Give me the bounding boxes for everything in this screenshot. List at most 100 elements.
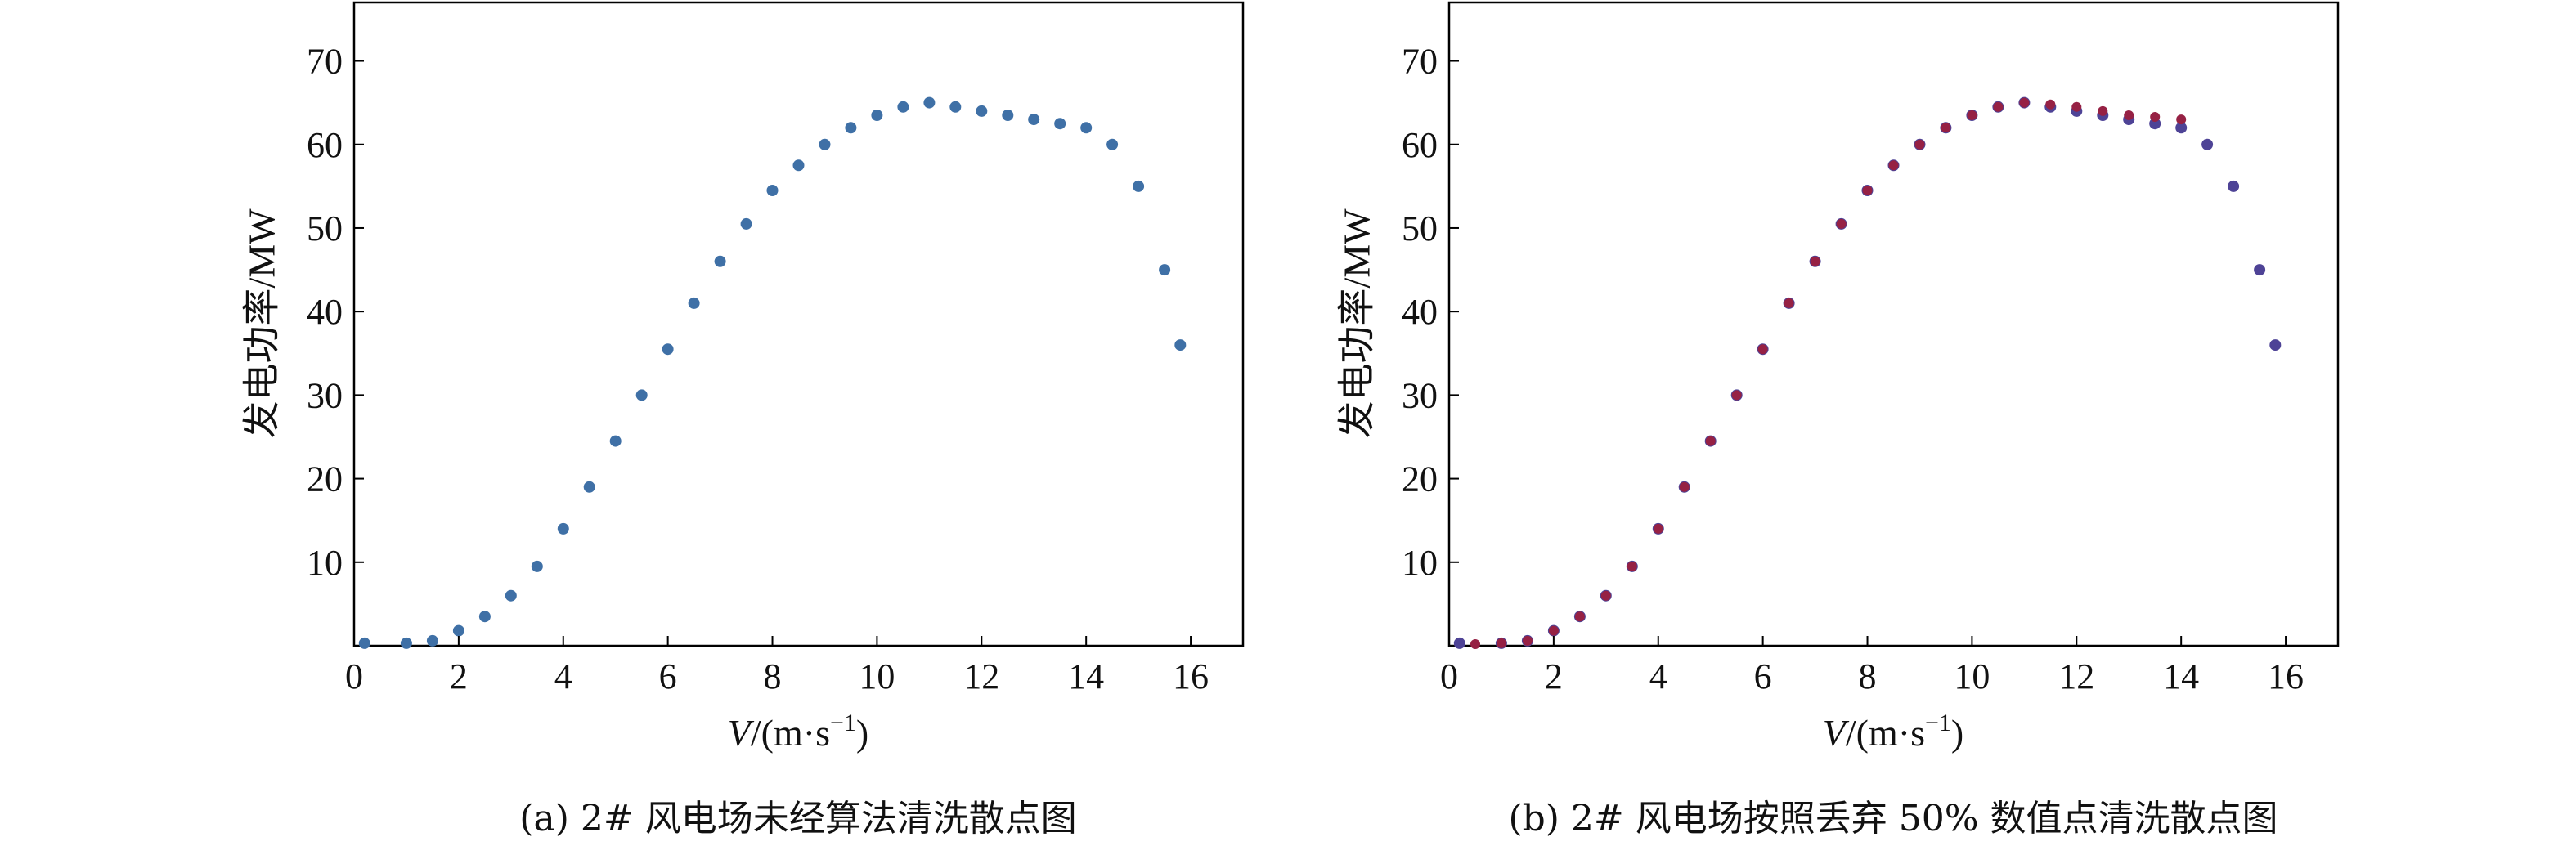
panel-b-series-2-point [2150, 112, 2161, 122]
panel-a-series-1-point [609, 435, 622, 447]
panel-a-y-tick-label: 60 [307, 125, 343, 165]
panel-b-series-2-point [2071, 101, 2082, 112]
panel-a-y-axis-label: 发电功率/MW [241, 208, 283, 439]
panel-b-y-tick-label: 40 [1402, 292, 1438, 332]
panel-b-x-axis-unit: /(m·s [1846, 712, 1925, 754]
panel-a-x-axis-close: ) [856, 712, 868, 754]
panel-b-x-axis-close: ) [1951, 712, 1963, 754]
panel-a-x-axis-exponent: −1 [830, 710, 856, 736]
panel-b-y-tick-label: 20 [1402, 459, 1438, 499]
panel-a-series-1-point [688, 297, 700, 309]
panel-a-x-tick-label: 10 [859, 656, 895, 696]
panel-b-series-2-point [1653, 523, 1663, 534]
panel-a-y-tick-label: 30 [307, 375, 343, 415]
panel-b-series-1-point [1453, 637, 1465, 649]
panel-a-x-axis-label: V/(m·s−1) [728, 710, 868, 754]
panel-a-y-tick-label: 70 [307, 42, 343, 82]
panel-b-series-2-point [1600, 590, 1611, 601]
panel-a-caption: (a) 2# 风电场未经算法清洗散点图 [519, 798, 1076, 839]
panel-a-series-1-point [845, 122, 857, 134]
panel-b-x-axis-exponent: −1 [1925, 710, 1951, 736]
panel-b-axes: 0 2 4 6 8 10 12 14 16 10 20 30 40 50 60 70 [1402, 42, 2304, 696]
panel-b-series-2-point [2176, 114, 2187, 125]
panel-a-x-tick-label: 2 [450, 656, 468, 696]
panel-b-series-2-point [2098, 105, 2108, 116]
panel-a-series-1-point [1133, 180, 1145, 192]
panel-a-y-tick-label: 10 [307, 543, 343, 583]
panel-a-x-tick-label: 16 [1173, 656, 1209, 696]
panel-a-series-1-point [871, 110, 883, 121]
panel-a-series-1-point [1159, 264, 1171, 276]
panel-a-series-1-point [819, 138, 831, 150]
panel-b-series-2-point [1862, 186, 1873, 195]
panel-a-series-1-point [949, 101, 962, 113]
panel-a-series-1-point [766, 185, 779, 196]
panel-a-series-1-point [976, 105, 988, 117]
panel-a-series-1-point [635, 389, 648, 401]
panel-b-y-tick-label: 30 [1402, 375, 1438, 415]
panel-b-x-tick-label: 14 [2163, 656, 2199, 696]
panel-a-series-1-point [1106, 138, 1119, 150]
panel-b-series-2-point [1757, 344, 1768, 355]
panel-a-chart: 0 2 4 6 8 10 12 14 16 10 20 30 40 50 60 70 发电功率/MW V/(m… [241, 1, 1245, 839]
panel-a-series-1-point [505, 589, 517, 602]
panel-a-x-tick-label: 0 [345, 656, 363, 696]
panel-a-plot-frame [352, 1, 1245, 647]
panel-a-series-1-point [714, 255, 726, 267]
panel-a-series-1-point [426, 634, 438, 647]
panel-b-x-axis-variable: V [1823, 712, 1850, 754]
panel-b-series-1-point [2175, 122, 2188, 134]
panel-b-series-2-point [1888, 160, 1899, 171]
panel-b-series-2-point [1941, 123, 1951, 133]
panel-a-series-1-point [1080, 122, 1093, 134]
panel-a-series-1-point [897, 101, 909, 113]
panel-a-series-1-point [662, 343, 674, 356]
panel-a-y-tick-label: 20 [307, 459, 343, 499]
panel-b-series-2-point [2019, 97, 2030, 108]
panel-b-series-1-point [2201, 138, 2214, 150]
panel-a-axes: 0 2 4 6 8 10 12 14 16 10 20 30 40 50 60 70 [307, 42, 1209, 696]
panel-b-x-tick-label: 12 [2058, 656, 2094, 696]
panel-a-x-tick-label: 12 [963, 656, 999, 696]
panel-a-series-1-point [557, 522, 569, 535]
panel-a-series-1-point [1174, 339, 1187, 351]
panel-b-series-2-point [1470, 639, 1480, 649]
panel-b-x-tick-label: 2 [1545, 656, 1563, 696]
panel-b-series-2-point [1967, 110, 1977, 120]
panel-b-series-1-point [2254, 264, 2266, 276]
panel-a-x-tick-label: 6 [659, 656, 677, 696]
panel-b-x-tick-label: 10 [1954, 656, 1990, 696]
panel-b-series-2-point [1784, 298, 1794, 308]
panel-b-series-2-point [1914, 139, 1925, 150]
panel-b-series-2-point [1496, 638, 1506, 648]
panel-a-x-tick-label: 4 [554, 656, 572, 696]
panel-a-series-1-point [923, 96, 936, 109]
panel-b-plot-frame [1447, 1, 2340, 647]
panel-b-series-2-point [1627, 561, 1637, 571]
panel-a-x-tick-label: 14 [1068, 656, 1104, 696]
panel-a-series-1-point [358, 637, 370, 649]
panel-a-series-1-point [452, 624, 464, 637]
panel-a-x-axis-variable: V [728, 712, 755, 754]
panel-b-series-2-point [1574, 611, 1585, 622]
panel-b-series-1-point [2228, 180, 2240, 192]
panel-b-series-2-point [1522, 635, 1533, 646]
panel-b-series-2-point [1836, 218, 1847, 229]
panel-b-series-2-point [2124, 110, 2134, 120]
panel-b-y-tick-label: 70 [1402, 42, 1438, 82]
panel-b-x-axis-label: V/(m·s−1) [1823, 710, 1963, 754]
panel-b-x-tick-label: 6 [1754, 656, 1772, 696]
panel-b-y-tick-label: 60 [1402, 125, 1438, 165]
panel-a-series-1-point [1002, 110, 1014, 121]
panel-a-x-tick-label: 8 [764, 656, 782, 696]
panel-b-series-2-point [1993, 101, 2004, 112]
panel-a-y-tick-label: 50 [307, 208, 343, 248]
panel-b-y-tick-label: 10 [1402, 543, 1438, 583]
panel-b-x-tick-label: 4 [1649, 656, 1667, 696]
panel-a-series-1-point [1028, 114, 1040, 126]
panel-b-series-2-point [2045, 99, 2056, 110]
panel-a-series-1-point [792, 159, 805, 172]
panel-a-series-1-point [583, 481, 595, 493]
panel-b-y-tick-label: 50 [1402, 208, 1438, 248]
